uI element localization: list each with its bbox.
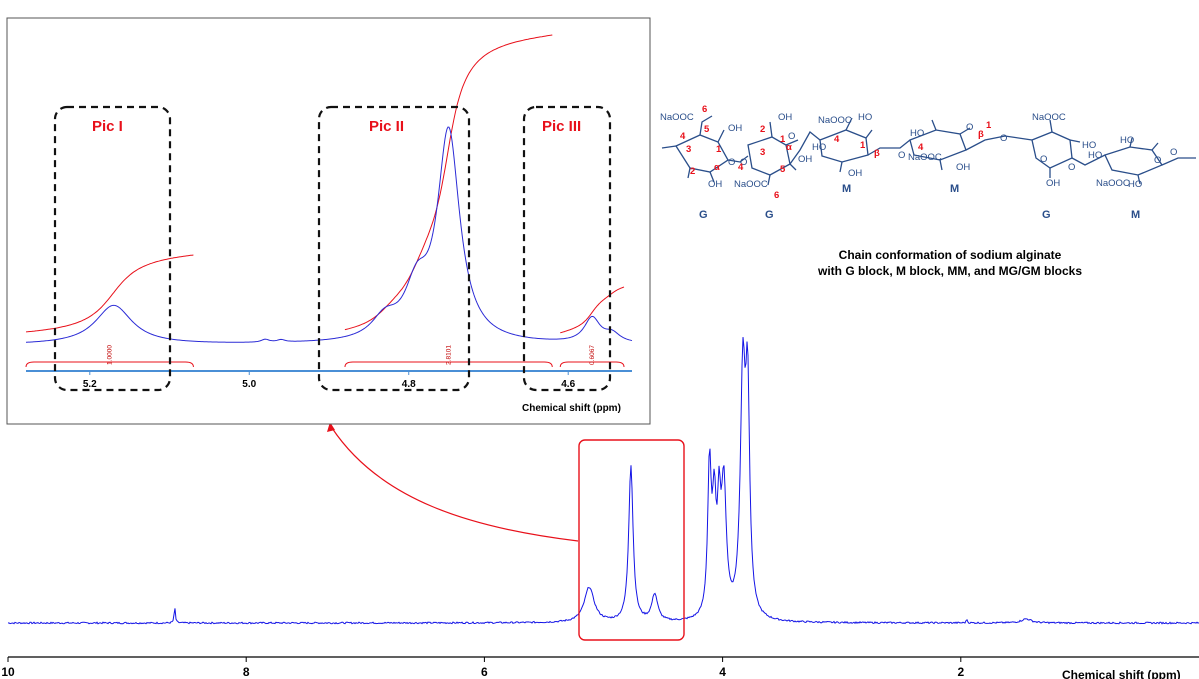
group-ho: HO: [910, 128, 924, 139]
zoom-arrowhead: [327, 422, 335, 432]
pic-ii-label: Pic II: [369, 118, 404, 135]
alpha-label: α: [786, 142, 792, 153]
atom-number: 1: [986, 120, 992, 131]
structure-caption-line2: with G block, M block, MM, and MG/GM blo…: [817, 264, 1082, 278]
integral-value: 1.0000: [107, 345, 114, 365]
atom-number: 1: [716, 144, 722, 155]
group-ho: HO: [812, 142, 826, 153]
group-o: O: [898, 150, 905, 161]
pic-iii-label: Pic III: [542, 118, 581, 135]
pic-iii-box: [522, 105, 612, 392]
inset-panel: 5.2 5.0 4.8 4.6 1.0000 2.8101 0.6067 Pic I Pi…: [6, 17, 651, 425]
group-o: O: [788, 131, 795, 142]
beta-label: β: [978, 129, 984, 140]
group-ho: HO: [1082, 140, 1096, 151]
integral-bracket: [25, 361, 194, 368]
group-o: O: [966, 122, 973, 133]
group-naooc: NaOOC: [1032, 112, 1066, 123]
group-o: O: [1170, 147, 1177, 158]
atom-number: 4: [834, 134, 840, 145]
group-ho: HO: [1120, 135, 1134, 146]
block-label-3: M: [842, 183, 851, 195]
group-naooc: NaOOC: [660, 112, 694, 123]
atom-number: 4: [738, 162, 744, 173]
main-x-tick-label: 8: [243, 665, 250, 679]
inset-x-tick-label: 4.6: [561, 379, 575, 390]
group-o: O: [1154, 155, 1161, 166]
main-spectrum-line: [7, 337, 1199, 625]
atom-number: 5: [704, 124, 710, 135]
inset-x-ticks: 5.2 5.0 4.8 4.6: [83, 371, 576, 390]
group-oh: OH: [778, 112, 792, 123]
inset-integral-brackets: 1.0000 2.8101 0.6067: [25, 345, 625, 368]
main-x-tick-label: 2: [957, 665, 964, 679]
atom-number: 1: [780, 134, 786, 145]
atom-number: 6: [702, 104, 707, 115]
atom-number: 5: [780, 164, 786, 175]
atom-number: 2: [690, 166, 695, 177]
group-naooc: NaOOC: [818, 115, 852, 126]
ring-5: [1031, 131, 1073, 169]
atom-number: 3: [760, 147, 765, 158]
group-ho: HO: [1128, 179, 1142, 190]
group-o: O: [1068, 162, 1075, 173]
glycosidic-links: [661, 131, 1196, 166]
group-naooc: NaOOC: [734, 179, 768, 190]
structure-caption-line1: Chain conformation of sodium alginate: [839, 248, 1062, 262]
pic-i-box: [53, 105, 172, 392]
atom-number: 4: [680, 131, 686, 142]
alpha-label: α: [714, 162, 720, 173]
main-x-axis-label: Chemical shift (ppm): [1062, 668, 1181, 679]
group-oh: OH: [956, 162, 970, 173]
group-naooc: NaOOC: [908, 152, 942, 163]
block-label-1: G: [699, 209, 708, 221]
group-naooc: NaOOC: [1096, 178, 1130, 189]
inset-spectrum-line: [25, 126, 633, 343]
group-oh: OH: [708, 179, 722, 190]
inset-x-tick-label: 5.0: [242, 379, 256, 390]
group-o: O: [728, 157, 735, 168]
block-label-6: M: [1131, 209, 1140, 221]
block-label-4: M: [950, 183, 959, 195]
main-spectrum-plot: 10 8 6 4 2 Chemical shift (ppm): [1, 337, 1199, 679]
group-ho: HO: [858, 112, 872, 123]
alginate-structure: [661, 115, 1196, 186]
beta-label: β: [874, 148, 880, 159]
block-label-5: G: [1042, 209, 1051, 221]
group-oh: OH: [798, 154, 812, 165]
block-label-2: G: [765, 209, 774, 221]
integral-value: 0.6067: [589, 345, 596, 365]
main-x-ticks: 10 8 6 4 2: [1, 657, 964, 679]
group-oh: OH: [848, 168, 862, 179]
group-oh: OH: [1046, 178, 1060, 189]
group-oh: OH: [728, 123, 742, 134]
atom-number: 6: [774, 190, 779, 201]
main-x-tick-label: 4: [719, 665, 726, 679]
zoom-arrow: [331, 427, 579, 542]
atom-number: 3: [686, 144, 691, 155]
pic-i-label: Pic I: [92, 118, 123, 135]
atom-number: 1: [860, 140, 866, 151]
inset-frame: [6, 17, 651, 425]
atom-number: 4: [918, 142, 924, 153]
structure-block-labels: G G M M G M: [699, 183, 1140, 221]
substituent-bonds: [687, 115, 1159, 186]
main-x-tick-label: 10: [1, 665, 15, 679]
group-o: O: [740, 157, 747, 168]
integral-value: 2.8101: [446, 345, 453, 365]
inset-x-tick-label: 4.8: [402, 379, 416, 390]
inset-x-axis-label: Chemical shift (ppm): [522, 403, 621, 414]
pic-ii-box: [317, 105, 471, 392]
main-x-tick-label: 6: [481, 665, 488, 679]
group-o: O: [1000, 133, 1007, 144]
group-o: O: [1040, 154, 1047, 165]
integral-bracket: [344, 361, 553, 368]
inset-x-tick-label: 5.2: [83, 379, 97, 390]
integral-bracket: [559, 361, 625, 368]
highlight-box: [578, 439, 685, 641]
group-ho: HO: [1088, 150, 1102, 161]
atom-number: 2: [760, 124, 765, 135]
